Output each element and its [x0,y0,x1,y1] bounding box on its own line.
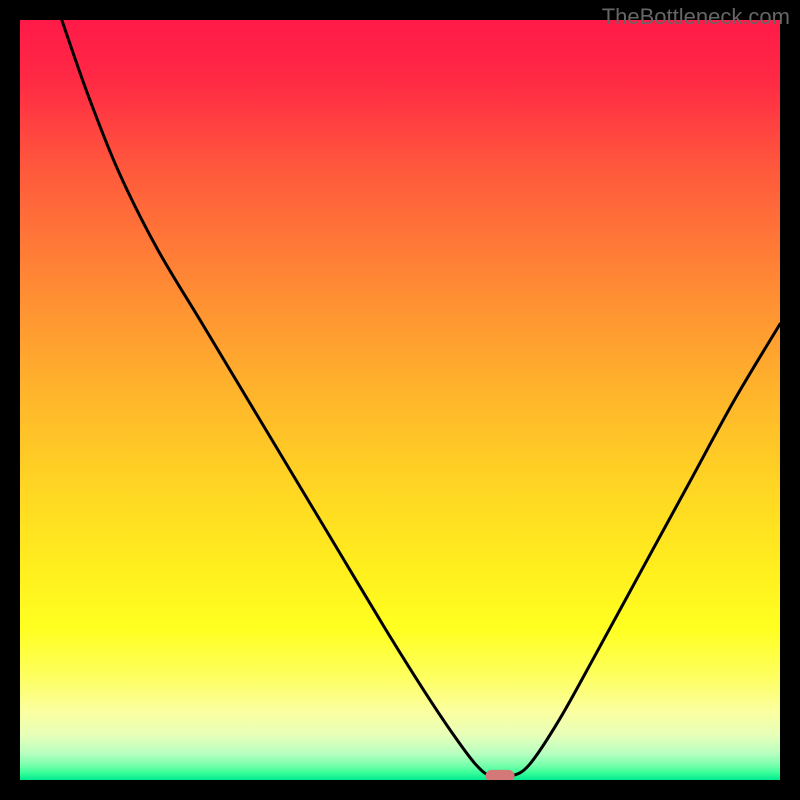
plot-area [20,20,780,780]
bottleneck-curve [20,20,780,780]
optimal-point-marker [486,770,515,780]
chart-container: { "watermark": { "text": "TheBottleneck.… [0,0,800,800]
watermark-label: TheBottleneck.com [602,4,790,30]
